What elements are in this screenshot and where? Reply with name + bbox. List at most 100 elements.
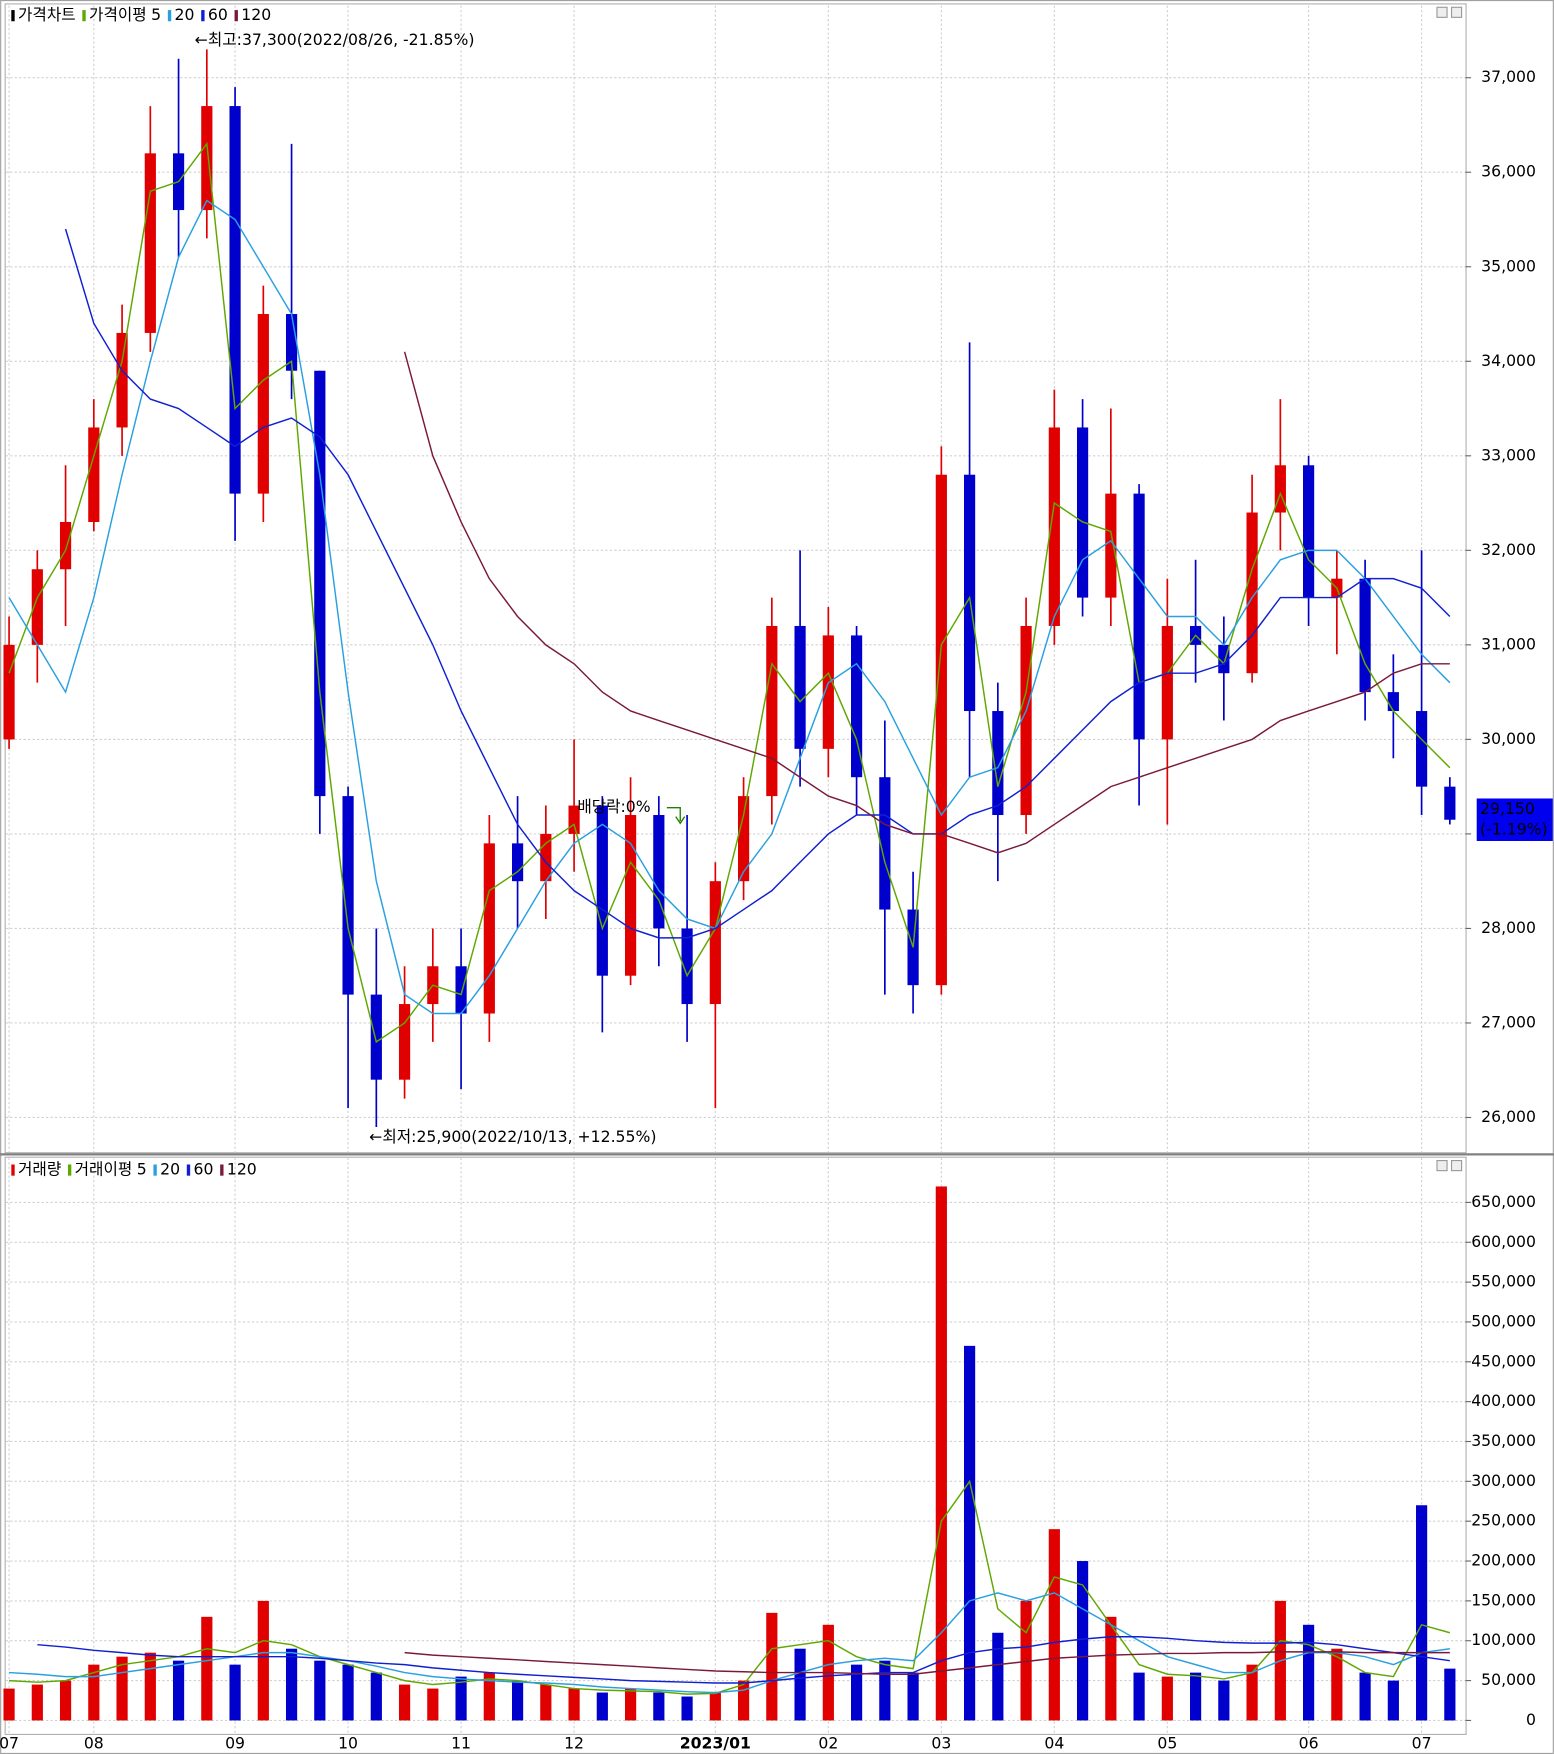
current-price: 29,150 bbox=[1480, 799, 1535, 818]
moving-average-line bbox=[404, 1651, 1450, 1675]
candle-body bbox=[257, 314, 269, 494]
volume-bar bbox=[427, 1688, 439, 1721]
x-tick-label: 07 bbox=[0, 1733, 19, 1752]
candle-body bbox=[794, 625, 806, 749]
volume-bar bbox=[172, 1660, 185, 1721]
close-button[interactable] bbox=[1450, 6, 1463, 18]
volume-bar bbox=[568, 1688, 580, 1721]
volume-bar bbox=[596, 1692, 608, 1721]
close-button[interactable] bbox=[1450, 1160, 1463, 1172]
y-tick-label: 200,000 bbox=[1471, 1551, 1536, 1570]
legend-label: 5 bbox=[137, 1160, 147, 1179]
y-tick-label: 100,000 bbox=[1471, 1630, 1536, 1649]
legend-label: 120 bbox=[227, 1160, 257, 1179]
x-tick-label: 12 bbox=[564, 1733, 584, 1752]
volume-bar bbox=[483, 1672, 495, 1721]
x-tick-label: 10 bbox=[338, 1733, 358, 1752]
y-tick-label: 35,000 bbox=[1481, 256, 1536, 275]
legend-label: 20 bbox=[175, 5, 195, 24]
volume-bar bbox=[624, 1688, 637, 1721]
legend-swatch bbox=[167, 10, 172, 22]
volume-bar bbox=[963, 1345, 976, 1721]
x-tick-label: 08 bbox=[84, 1733, 104, 1752]
volume-bar bbox=[540, 1684, 552, 1721]
volume-bar bbox=[88, 1664, 100, 1721]
legend-label: 5 bbox=[151, 5, 161, 24]
legend-swatch bbox=[201, 10, 205, 22]
y-tick-label: 600,000 bbox=[1471, 1232, 1536, 1251]
volume-bar bbox=[3, 1688, 15, 1721]
volume-bar bbox=[1048, 1529, 1060, 1721]
volume-bar bbox=[1190, 1672, 1202, 1721]
legend-label: 60 bbox=[194, 1160, 214, 1179]
candle-body bbox=[1274, 465, 1286, 513]
candle-body bbox=[1387, 692, 1399, 712]
candle-body bbox=[1020, 625, 1032, 816]
legend-swatch bbox=[186, 1164, 191, 1176]
volume-bar bbox=[31, 1684, 43, 1721]
candle-body bbox=[568, 805, 580, 834]
moving-average-line bbox=[37, 1636, 1450, 1684]
candle-body bbox=[1076, 427, 1089, 598]
volume-bar bbox=[1387, 1680, 1399, 1721]
y-tick-label: 27,000 bbox=[1481, 1012, 1536, 1031]
moving-average-line bbox=[403, 351, 1450, 854]
moving-average-line bbox=[64, 228, 1451, 939]
volume-bar bbox=[1133, 1672, 1145, 1721]
y-tick-label: 30,000 bbox=[1481, 729, 1536, 748]
y-tick-label: 400,000 bbox=[1471, 1391, 1536, 1410]
volume-bar bbox=[935, 1186, 947, 1721]
candle-body bbox=[455, 966, 467, 1014]
candle-body bbox=[144, 153, 156, 333]
volume-bar bbox=[1359, 1672, 1371, 1721]
y-tick-label: 0 bbox=[1526, 1710, 1536, 1729]
legend-label: 거래량 bbox=[18, 1160, 61, 1179]
candle-body bbox=[850, 635, 863, 778]
low-annotation: ←최저:25,900(2022/10/13, +12.55%) bbox=[369, 1127, 656, 1146]
minimize-button[interactable] bbox=[1436, 1160, 1448, 1172]
x-tick-label: 2023/01 bbox=[680, 1733, 751, 1752]
volume-bar bbox=[879, 1660, 891, 1721]
volume-bar bbox=[1218, 1680, 1230, 1721]
candle-body bbox=[1416, 711, 1428, 787]
legend-swatch bbox=[153, 1164, 157, 1176]
candle-body bbox=[822, 635, 834, 749]
volume-bar bbox=[201, 1616, 213, 1721]
volume-bar bbox=[1076, 1561, 1089, 1721]
volume-bar bbox=[1246, 1664, 1258, 1721]
y-tick-label: 250,000 bbox=[1471, 1511, 1536, 1530]
high-annotation: ←최고:37,300(2022/08/26, -21.85%) bbox=[195, 30, 475, 49]
candle-body bbox=[1133, 493, 1145, 740]
volume-bar bbox=[907, 1672, 919, 1721]
volume-bar bbox=[737, 1680, 750, 1721]
volume-bar bbox=[1303, 1624, 1315, 1721]
y-tick-label: 150,000 bbox=[1471, 1590, 1536, 1609]
candle-body bbox=[596, 805, 608, 976]
candle-body bbox=[1105, 493, 1117, 598]
y-tick-label: 34,000 bbox=[1481, 351, 1536, 370]
legend-label: 60 bbox=[208, 5, 228, 24]
dividend-arrow bbox=[666, 806, 686, 825]
volume-bar bbox=[850, 1664, 863, 1721]
panel-buttons[interactable] bbox=[1436, 6, 1463, 1172]
x-tick-label: 05 bbox=[1157, 1733, 1177, 1752]
y-tick-label: 36,000 bbox=[1481, 162, 1536, 181]
candle-body bbox=[511, 843, 524, 882]
current-change: (-1.19%) bbox=[1480, 819, 1548, 838]
legend-swatch bbox=[67, 1164, 72, 1176]
y-tick-label: 31,000 bbox=[1481, 634, 1536, 653]
candle-body bbox=[31, 569, 43, 645]
y-tick-label: 550,000 bbox=[1471, 1272, 1536, 1291]
candle-body bbox=[1444, 786, 1456, 820]
candle-body bbox=[314, 370, 326, 797]
volume-bar bbox=[314, 1660, 326, 1721]
candle-body bbox=[1218, 644, 1230, 674]
x-tick-label: 04 bbox=[1044, 1733, 1064, 1752]
candle-body bbox=[483, 843, 495, 1014]
volume-bar bbox=[1331, 1648, 1343, 1721]
candle-body bbox=[3, 644, 15, 740]
minimize-button[interactable] bbox=[1436, 6, 1448, 18]
moving-average-line bbox=[9, 1479, 1451, 1695]
